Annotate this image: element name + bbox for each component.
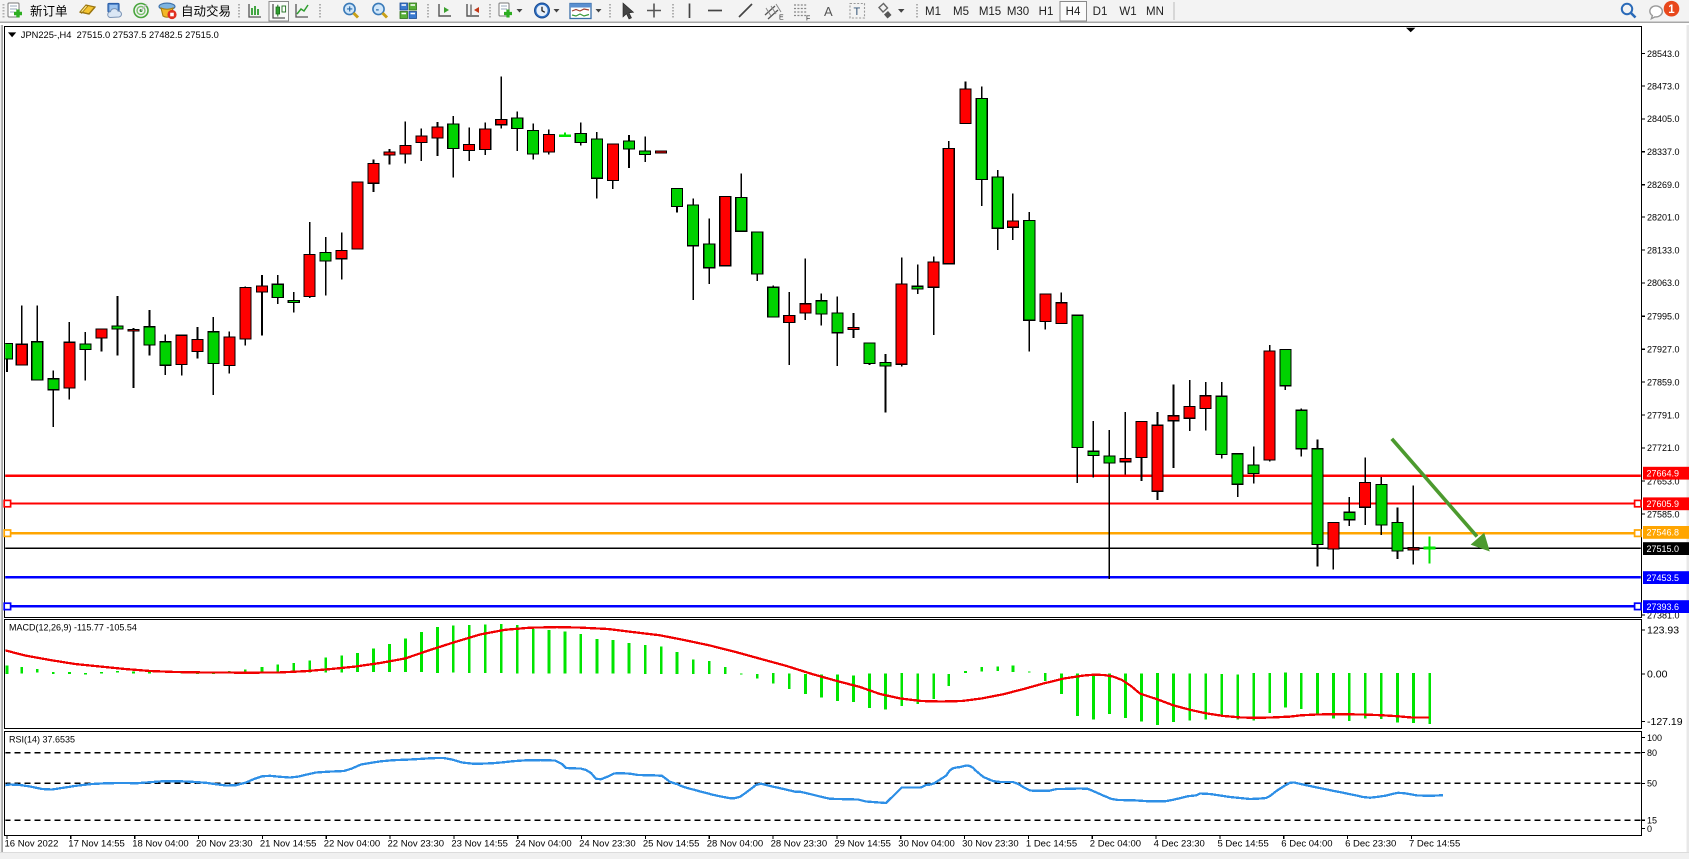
- svg-text:22 Nov 04:00: 22 Nov 04:00: [324, 839, 381, 850]
- svg-text:27721.0: 27721.0: [1647, 443, 1680, 453]
- svg-text:27653.0: 27653.0: [1647, 476, 1680, 486]
- svg-text:27393.6: 27393.6: [1647, 602, 1680, 612]
- svg-text:16 Nov 2022: 16 Nov 2022: [5, 839, 59, 850]
- svg-text:-127.19: -127.19: [1647, 716, 1683, 728]
- svg-text:29 Nov 14:55: 29 Nov 14:55: [834, 839, 891, 850]
- svg-text:20 Nov 23:30: 20 Nov 23:30: [196, 839, 253, 850]
- svg-text:18 Nov 04:00: 18 Nov 04:00: [132, 839, 189, 850]
- svg-text:28 Nov 04:00: 28 Nov 04:00: [707, 839, 764, 850]
- svg-text:27585.0: 27585.0: [1647, 509, 1680, 519]
- svg-text:27546.8: 27546.8: [1647, 528, 1680, 538]
- svg-text:27927.0: 27927.0: [1647, 345, 1680, 355]
- svg-text:27859.0: 27859.0: [1647, 377, 1680, 387]
- svg-text:50: 50: [1647, 779, 1657, 789]
- svg-text:27453.5: 27453.5: [1647, 573, 1680, 583]
- svg-text:27664.9: 27664.9: [1647, 469, 1680, 479]
- svg-text:JPN225-,H4 27515.0 27537.5 27: JPN225-,H4 27515.0 27537.5 27482.5 27515…: [21, 30, 219, 40]
- svg-text:100: 100: [1647, 733, 1662, 743]
- svg-text:28337.0: 28337.0: [1647, 147, 1680, 157]
- svg-text:28269.0: 28269.0: [1647, 180, 1680, 190]
- svg-text:M30: M30: [1007, 6, 1029, 18]
- svg-text:5 Dec 14:55: 5 Dec 14:55: [1218, 839, 1269, 850]
- svg-text:1 Dec 14:55: 1 Dec 14:55: [1026, 839, 1077, 850]
- svg-text:25 Nov 14:55: 25 Nov 14:55: [643, 839, 700, 850]
- svg-text:123.93: 123.93: [1647, 625, 1679, 637]
- svg-text:M1: M1: [925, 6, 941, 18]
- svg-text:-: -: [376, 4, 380, 16]
- svg-text:4 Dec 23:30: 4 Dec 23:30: [1154, 839, 1205, 850]
- svg-text:27515.0: 27515.0: [1647, 544, 1680, 554]
- svg-text:28201.0: 28201.0: [1647, 212, 1680, 222]
- svg-text:24 Nov 23:30: 24 Nov 23:30: [579, 839, 636, 850]
- svg-text:7 Dec 14:55: 7 Dec 14:55: [1409, 839, 1460, 850]
- svg-text:28 Nov 23:30: 28 Nov 23:30: [771, 839, 828, 850]
- svg-text:F: F: [806, 16, 810, 23]
- svg-text:6 Dec 04:00: 6 Dec 04:00: [1281, 839, 1332, 850]
- svg-text:22 Nov 23:30: 22 Nov 23:30: [388, 839, 445, 850]
- svg-text:17 Nov 14:55: 17 Nov 14:55: [68, 839, 125, 850]
- svg-text:28133.0: 28133.0: [1647, 245, 1680, 255]
- svg-text:21 Nov 14:55: 21 Nov 14:55: [260, 839, 317, 850]
- svg-text:0.00: 0.00: [1647, 669, 1668, 681]
- svg-text:H4: H4: [1066, 6, 1081, 18]
- svg-text:24 Nov 04:00: 24 Nov 04:00: [515, 839, 572, 850]
- svg-text:自动交易: 自动交易: [181, 4, 231, 19]
- svg-text:E: E: [779, 15, 784, 22]
- svg-text:6 Dec 23:30: 6 Dec 23:30: [1345, 839, 1396, 850]
- svg-text:15: 15: [1647, 816, 1657, 826]
- svg-text:T: T: [854, 6, 861, 18]
- svg-text:1: 1: [1668, 4, 1675, 16]
- svg-text:M5: M5: [953, 6, 969, 18]
- svg-text:H1: H1: [1039, 6, 1054, 18]
- svg-text:80: 80: [1647, 748, 1657, 758]
- svg-text:2 Dec 04:00: 2 Dec 04:00: [1090, 839, 1141, 850]
- svg-text:新订单: 新订单: [30, 4, 68, 19]
- svg-text:0: 0: [1647, 824, 1652, 834]
- svg-text:28473.0: 28473.0: [1647, 81, 1680, 91]
- svg-text:23 Nov 14:55: 23 Nov 14:55: [451, 839, 508, 850]
- svg-text:MACD(12,26,9) -115.77 -105.54: MACD(12,26,9) -115.77 -105.54: [9, 623, 137, 633]
- svg-text:27791.0: 27791.0: [1647, 410, 1680, 420]
- svg-text:+: +: [347, 4, 353, 16]
- svg-text:28063.0: 28063.0: [1647, 278, 1680, 288]
- svg-text:27605.9: 27605.9: [1647, 499, 1680, 509]
- svg-text:A: A: [824, 4, 833, 19]
- svg-text:D1: D1: [1093, 6, 1108, 18]
- svg-text:RSI(14) 37.6535: RSI(14) 37.6535: [9, 735, 75, 745]
- svg-text:28405.0: 28405.0: [1647, 114, 1680, 124]
- svg-text:27995.0: 27995.0: [1647, 312, 1680, 322]
- svg-text:M15: M15: [979, 6, 1001, 18]
- svg-text:28543.0: 28543.0: [1647, 49, 1680, 59]
- svg-text:30 Nov 04:00: 30 Nov 04:00: [898, 839, 955, 850]
- svg-text:MN: MN: [1146, 6, 1164, 18]
- svg-text:27381.0: 27381.0: [1647, 610, 1680, 620]
- svg-text:30 Nov 23:30: 30 Nov 23:30: [962, 839, 1019, 850]
- svg-text:W1: W1: [1119, 6, 1136, 18]
